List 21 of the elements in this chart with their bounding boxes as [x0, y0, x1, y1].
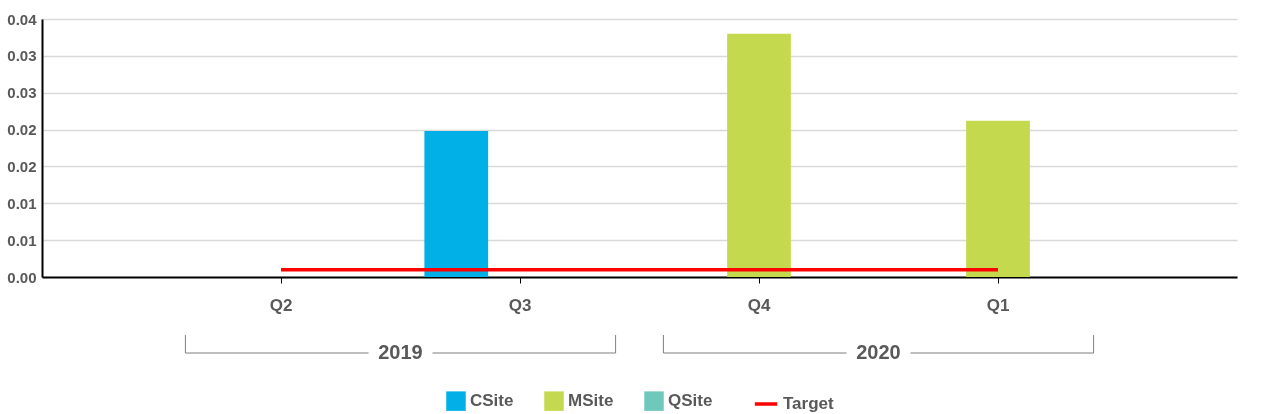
legend-label: MSite — [568, 391, 614, 411]
x-tick-label: Q4 — [747, 295, 771, 315]
y-tick-label: 0.01 — [7, 231, 37, 249]
y-tick-label: 0.00 — [7, 268, 37, 286]
y-tick-label: 0.03 — [7, 84, 37, 102]
legend-label: CSite — [470, 391, 514, 411]
text: 2020 — [856, 341, 901, 363]
text: 2019 — [378, 341, 423, 363]
bar — [424, 131, 489, 277]
legend-label: QSite — [668, 391, 713, 411]
x-tick-label: Q1 — [986, 295, 1010, 315]
bar — [727, 33, 791, 277]
y-tick-label: 0.04 — [7, 10, 38, 28]
legend-label: Target — [783, 394, 835, 413]
bar — [966, 120, 1030, 277]
y-tick-label: 0.02 — [7, 157, 37, 175]
y-tick-label: 0.03 — [7, 47, 37, 65]
y-tick-label: 0.02 — [7, 121, 37, 139]
x-tick-label: Q3 — [508, 295, 532, 315]
x-tick-label: Q2 — [269, 295, 293, 315]
y-tick-label: 0.01 — [7, 194, 37, 212]
